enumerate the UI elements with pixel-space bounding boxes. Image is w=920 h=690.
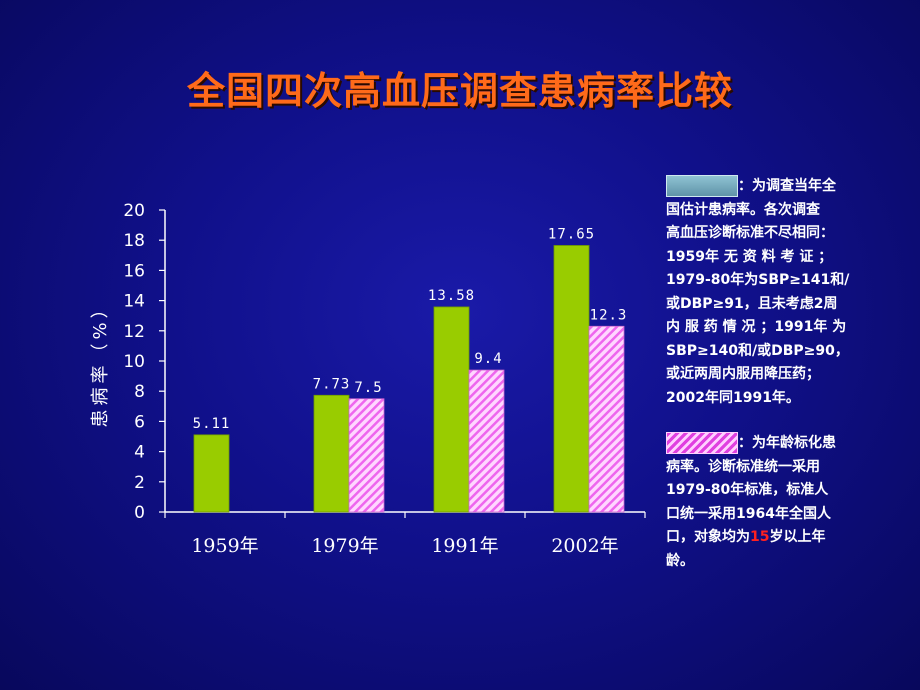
y-tick-label: 12 bbox=[123, 322, 145, 342]
y-tick-label: 14 bbox=[123, 292, 145, 312]
bar-standardized-rate bbox=[348, 398, 385, 513]
page-title: 全国四次高血压调查患病率比较 bbox=[186, 69, 733, 113]
age-threshold: 15 bbox=[750, 529, 770, 545]
y-tick-label: 18 bbox=[123, 231, 145, 251]
data-label: 7.5 bbox=[354, 380, 382, 396]
legend-note-2-line: ：为年龄标化患 bbox=[738, 435, 836, 451]
bar-crude-rate bbox=[193, 434, 230, 513]
legend-note-1-line: 高血压诊断标准不尽相同： bbox=[666, 225, 834, 241]
x-tick-label: 1959年 bbox=[191, 535, 258, 557]
data-label: 9.4 bbox=[474, 351, 502, 367]
legend-swatch-solid bbox=[666, 175, 738, 197]
legend-note-2-line: 龄。 bbox=[666, 552, 694, 569]
y-tick-label: 16 bbox=[123, 261, 145, 281]
y-tick-label: 6 bbox=[134, 412, 145, 432]
legend-note-2-line: 1979-80年标准，标准人 bbox=[666, 482, 829, 498]
legend-note-1-line: 或DBP≥91，且未考虑2周 bbox=[666, 295, 838, 312]
bar-crude-rate bbox=[553, 245, 590, 513]
x-tick-label: 1979年 bbox=[311, 535, 378, 557]
bar-crude-rate bbox=[433, 306, 470, 513]
y-tick-label: 8 bbox=[134, 382, 145, 402]
legend-note-1: ：为调查当年全 国估计患病率。各次调查 高血压诊断标准不尽相同： 1959年 无… bbox=[666, 175, 886, 410]
legend-note-1-line: 1979-80年为SBP≥141和/ bbox=[666, 272, 850, 288]
bar-standardized-rate bbox=[468, 369, 505, 513]
y-tick-label: 20 bbox=[123, 201, 145, 221]
y-tick-label: 2 bbox=[134, 473, 145, 493]
legend-note-2: ：为年龄标化患 病率。诊断标准统一采用 1979-80年标准，标准人 口统一采用… bbox=[666, 432, 886, 573]
bar-standardized-rate bbox=[588, 325, 625, 513]
legend-note-1-line: 国估计患病率。各次调查 bbox=[666, 201, 820, 218]
legend-note-1-line: SBP≥140和/或DBP≥90， bbox=[666, 342, 849, 359]
legend-note-1-line: 2002年同1991年。 bbox=[666, 389, 800, 406]
y-tick-label: 0 bbox=[134, 503, 145, 523]
data-label: 17.65 bbox=[548, 226, 595, 242]
x-tick-label: 1991年 bbox=[431, 535, 498, 557]
data-label: 5.11 bbox=[193, 416, 231, 432]
legend-note-1-line: 内 服 药 情 况 ；1991年 为 bbox=[666, 319, 847, 335]
legend-note-2-line: 病率。诊断标准统一采用 bbox=[666, 458, 820, 475]
data-label: 12.3 bbox=[590, 307, 628, 323]
legend-note-1-line: ：为调查当年全 bbox=[738, 178, 836, 194]
data-label: 7.73 bbox=[313, 376, 351, 392]
legend-note-2-line: 口统一采用1964年全国人 bbox=[666, 505, 831, 522]
data-label: 13.58 bbox=[428, 288, 475, 304]
legend-note-2-line: 岁以上年 bbox=[769, 529, 826, 545]
x-tick-label: 2002年 bbox=[551, 535, 618, 557]
y-tick-label: 10 bbox=[123, 352, 145, 372]
legend-note-1-line: 或近两周内服用降压药； bbox=[666, 366, 820, 382]
y-axis-label: 患病率（%） bbox=[90, 296, 111, 427]
y-tick-label: 4 bbox=[134, 443, 145, 463]
bar-crude-rate bbox=[313, 394, 350, 513]
legend-note-1-line: 1959年 无 资 料 考 证 ； bbox=[666, 248, 833, 265]
legend-note-2-line: 口，对象均为 bbox=[666, 529, 750, 545]
legend-swatch-hatched bbox=[666, 432, 738, 454]
